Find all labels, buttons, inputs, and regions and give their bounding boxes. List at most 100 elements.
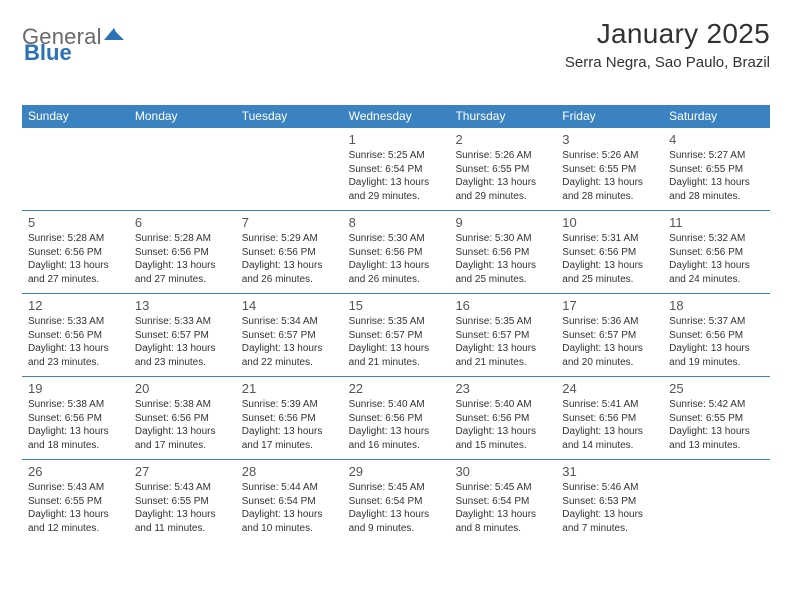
day-number: 13 [135, 298, 230, 313]
day-info-line: Sunset: 6:56 PM [669, 246, 764, 260]
day-cell: 2 Sunrise: 5:26 AMSunset: 6:55 PMDaylight… [449, 128, 556, 210]
day-info: Sunrise: 5:35 AMSunset: 6:57 PMDaylight:… [455, 315, 550, 369]
day-cell: 17Sunrise: 5:36 AMSunset: 6:57 PMDayligh… [556, 294, 663, 376]
day-info: Sunrise: 5:38 AMSunset: 6:56 PMDaylight:… [135, 398, 230, 452]
day-info: Sunrise: 5:43 AMSunset: 6:55 PMDaylight:… [135, 481, 230, 535]
day-info-line: and 8 minutes. [455, 522, 550, 536]
day-info-line: Sunrise: 5:28 AM [135, 232, 230, 246]
day-info-line: and 21 minutes. [349, 356, 444, 370]
day-info: Sunrise: 5:32 AMSunset: 6:56 PMDaylight:… [669, 232, 764, 286]
day-number: 30 [455, 464, 550, 479]
day-number: 14 [242, 298, 337, 313]
day-info: Sunrise: 5:40 AMSunset: 6:56 PMDaylight:… [455, 398, 550, 452]
day-info-line: Sunrise: 5:43 AM [28, 481, 123, 495]
day-number: 26 [28, 464, 123, 479]
day-info-line: Daylight: 13 hours [455, 342, 550, 356]
day-info-line: Sunset: 6:56 PM [28, 412, 123, 426]
day-info-line: Daylight: 13 hours [455, 176, 550, 190]
day-info-line: Daylight: 13 hours [28, 508, 123, 522]
day-info-line: Sunrise: 5:27 AM [669, 149, 764, 163]
weekday-header: Thursday [449, 105, 556, 128]
day-info-line: Sunset: 6:56 PM [455, 412, 550, 426]
location-label: Serra Negra, Sao Paulo, Brazil [565, 54, 770, 71]
day-number: 18 [669, 298, 764, 313]
top-bar: General January 2025 Serra Negra, Sao Pa… [22, 18, 770, 71]
day-info-line: Daylight: 13 hours [562, 342, 657, 356]
brand-line2: Blue [24, 40, 72, 66]
day-info-line: Sunrise: 5:26 AM [455, 149, 550, 163]
day-number: 6 [135, 215, 230, 230]
week-row: 1Sunrise: 5:25 AMSunset: 6:54 PMDaylight… [22, 128, 770, 210]
day-info-line: Daylight: 13 hours [669, 425, 764, 439]
day-info-line: and 29 minutes. [349, 190, 444, 204]
day-number: 2 [455, 132, 550, 147]
day-info: Sunrise: 5:26 AMSunset: 6:55 PMDaylight:… [455, 149, 550, 203]
week-row: 5Sunrise: 5:28 AMSunset: 6:56 PMDaylight… [22, 210, 770, 293]
day-info-line: Sunset: 6:56 PM [455, 246, 550, 260]
day-cell: 6Sunrise: 5:28 AMSunset: 6:56 PMDaylight… [129, 211, 236, 293]
day-number: 27 [135, 464, 230, 479]
day-info-line: Sunrise: 5:35 AM [455, 315, 550, 329]
day-info-line: and 17 minutes. [242, 439, 337, 453]
day-cell [22, 128, 129, 210]
day-info-line: and 22 minutes. [242, 356, 337, 370]
day-info-line: Daylight: 13 hours [242, 508, 337, 522]
day-info-line: Daylight: 13 hours [28, 425, 123, 439]
day-info: Sunrise: 5:35 AMSunset: 6:57 PMDaylight:… [349, 315, 444, 369]
day-info-line: Sunset: 6:57 PM [562, 329, 657, 343]
day-info-line: Daylight: 13 hours [562, 259, 657, 273]
day-cell: 16 Sunrise: 5:35 AMSunset: 6:57 PMDayligh… [449, 294, 556, 376]
day-info-line: Sunrise: 5:33 AM [28, 315, 123, 329]
weekday-header: Friday [556, 105, 663, 128]
day-cell: 5Sunrise: 5:28 AMSunset: 6:56 PMDaylight… [22, 211, 129, 293]
day-info: Sunrise: 5:38 AMSunset: 6:56 PMDaylight:… [28, 398, 123, 452]
day-number: 24 [562, 381, 657, 396]
day-info-line: Sunset: 6:56 PM [242, 412, 337, 426]
day-number: 3 [562, 132, 657, 147]
day-cell: 25Sunrise: 5:42 AMSunset: 6:55 PMDayligh… [663, 377, 770, 459]
day-info-line: Sunrise: 5:25 AM [349, 149, 444, 163]
day-info-line: Daylight: 13 hours [135, 508, 230, 522]
day-info-line: Sunrise: 5:30 AM [455, 232, 550, 246]
day-info-line: Daylight: 13 hours [455, 425, 550, 439]
day-info: Sunrise: 5:43 AMSunset: 6:55 PMDaylight:… [28, 481, 123, 535]
day-info-line: Sunrise: 5:38 AM [135, 398, 230, 412]
brand-part2: Blue [24, 40, 72, 65]
day-number: 7 [242, 215, 337, 230]
day-info-line: and 9 minutes. [349, 522, 444, 536]
day-info-line: Sunset: 6:55 PM [562, 163, 657, 177]
day-cell: 21Sunrise: 5:39 AMSunset: 6:56 PMDayligh… [236, 377, 343, 459]
day-cell: 3 Sunrise: 5:26 AMSunset: 6:55 PMDaylight… [556, 128, 663, 210]
day-info-line: Daylight: 13 hours [28, 342, 123, 356]
day-info: Sunrise: 5:28 AMSunset: 6:56 PMDaylight:… [28, 232, 123, 286]
day-info-line: Sunrise: 5:28 AM [28, 232, 123, 246]
day-info-line: and 11 minutes. [135, 522, 230, 536]
day-info-line: Sunset: 6:56 PM [242, 246, 337, 260]
day-info-line: and 14 minutes. [562, 439, 657, 453]
day-info-line: Sunrise: 5:30 AM [349, 232, 444, 246]
day-info-line: Sunset: 6:56 PM [135, 246, 230, 260]
week-row: 19Sunrise: 5:38 AMSunset: 6:56 PMDayligh… [22, 376, 770, 459]
day-cell: 31Sunrise: 5:46 AMSunset: 6:53 PMDayligh… [556, 460, 663, 542]
day-info-line: Daylight: 13 hours [349, 508, 444, 522]
day-info-line: Daylight: 13 hours [135, 342, 230, 356]
day-info-line: and 21 minutes. [455, 356, 550, 370]
day-info: Sunrise: 5:26 AMSunset: 6:55 PMDaylight:… [562, 149, 657, 203]
weekday-header: Saturday [663, 105, 770, 128]
day-number: 19 [28, 381, 123, 396]
brand-mark-icon [104, 22, 124, 48]
day-info-line: and 17 minutes. [135, 439, 230, 453]
day-info: Sunrise: 5:29 AMSunset: 6:56 PMDaylight:… [242, 232, 337, 286]
day-cell: 28Sunrise: 5:44 AMSunset: 6:54 PMDayligh… [236, 460, 343, 542]
day-cell: 22Sunrise: 5:40 AMSunset: 6:56 PMDayligh… [343, 377, 450, 459]
day-number: 10 [562, 215, 657, 230]
day-info-line: Sunset: 6:54 PM [349, 495, 444, 509]
day-number: 20 [135, 381, 230, 396]
day-info-line: Sunset: 6:55 PM [135, 495, 230, 509]
day-cell: 19 Sunrise: 5:38 AMSunset: 6:56 PMDayligh… [22, 377, 129, 459]
day-info-line: and 26 minutes. [349, 273, 444, 287]
day-info-line: Sunrise: 5:37 AM [669, 315, 764, 329]
day-info: Sunrise: 5:46 AMSunset: 6:53 PMDaylight:… [562, 481, 657, 535]
day-info-line: Sunset: 6:56 PM [28, 329, 123, 343]
day-number: 16 [455, 298, 550, 313]
